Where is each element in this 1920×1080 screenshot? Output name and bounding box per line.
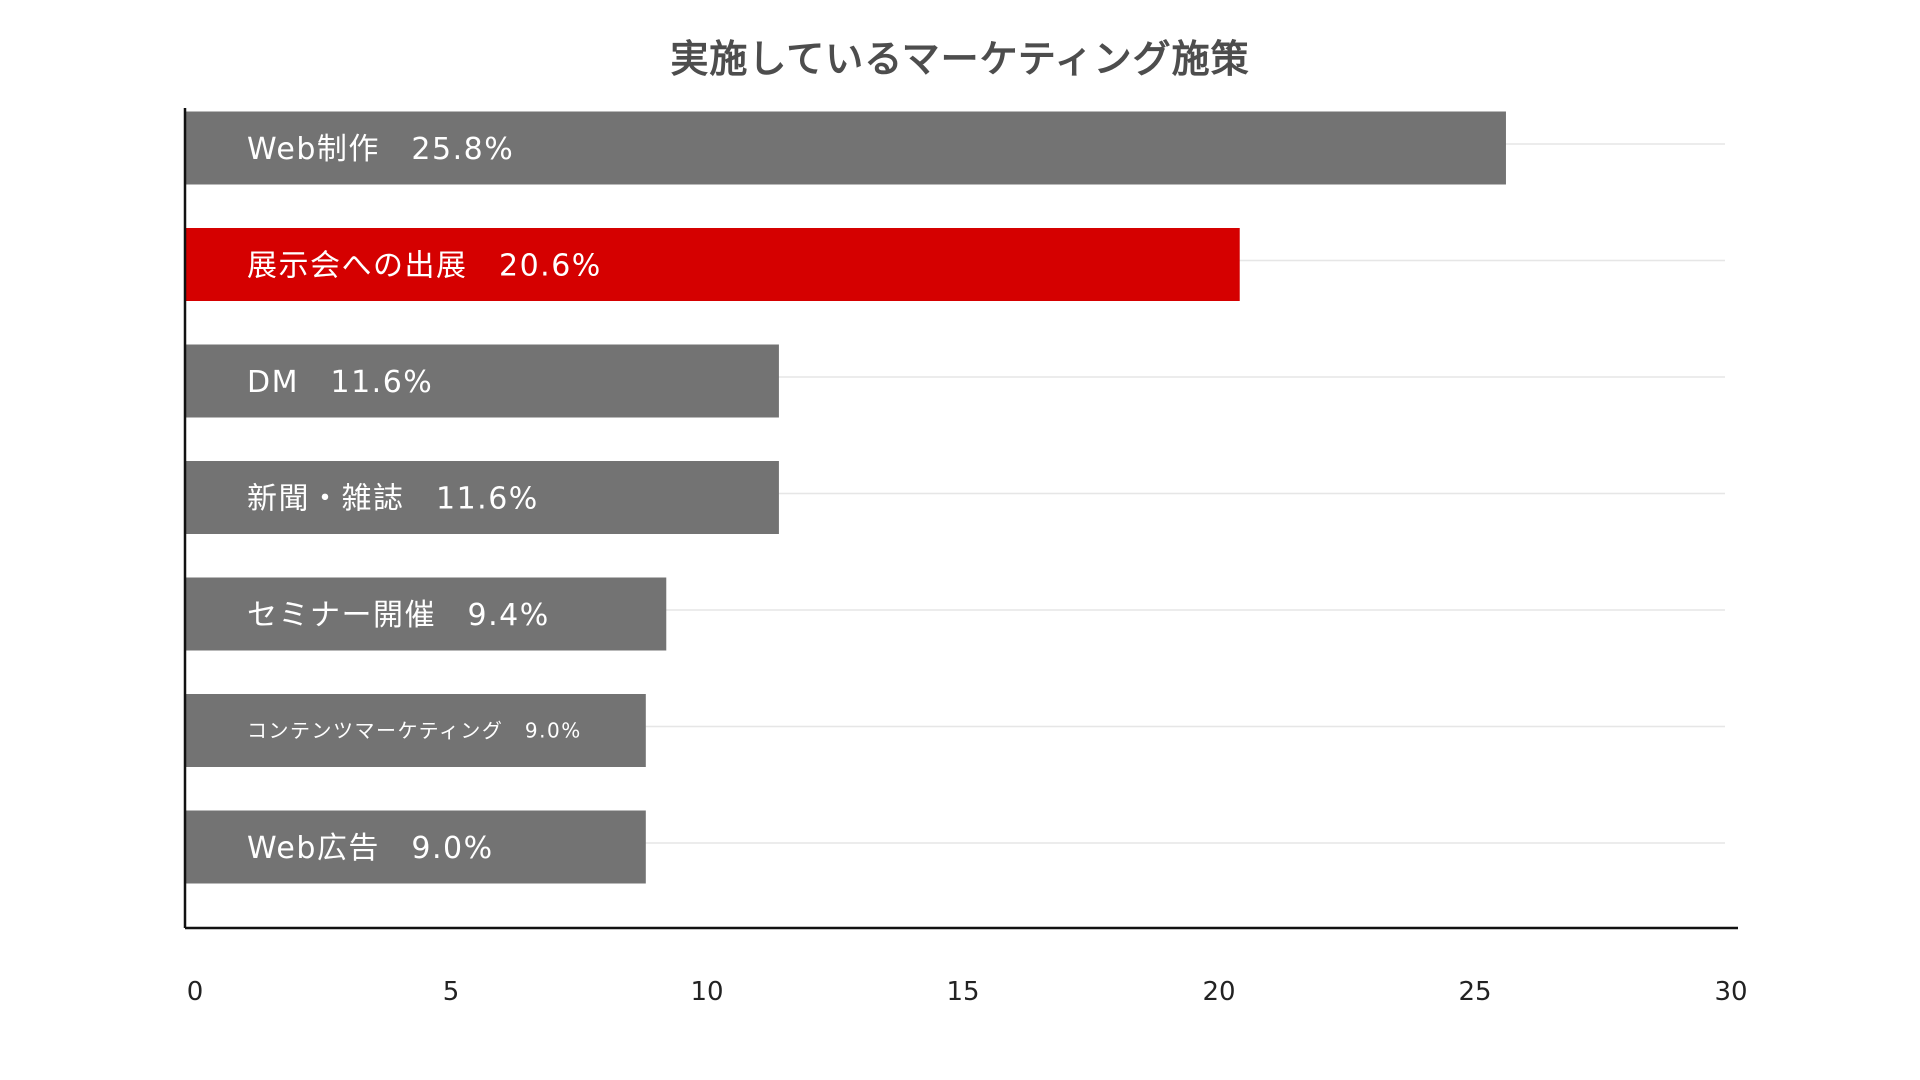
x-tick-label: 15 [946, 977, 979, 1007]
bar-value-label: 新聞・雑誌 11.6% [247, 481, 539, 516]
bar [185, 577, 667, 651]
bar [185, 344, 779, 418]
bar-value-label: コンテンツマーケティング 9.0% [247, 719, 582, 743]
bar-value-label: Web広告 9.0% [247, 831, 494, 866]
x-tick-label: 25 [1458, 977, 1491, 1007]
bar-value-label: Web制作 25.8% [247, 132, 514, 167]
x-tick-label: 10 [690, 977, 723, 1007]
x-tick-label: 20 [1202, 977, 1235, 1007]
bar-value-label: セミナー開催 9.4% [247, 598, 550, 633]
bar [185, 111, 1506, 185]
bar-value-label: 展示会への出展 20.6% [247, 248, 602, 283]
bar [185, 810, 646, 884]
bar [185, 228, 1240, 301]
chart-title: 実施しているマーケティング施策 [670, 37, 1250, 81]
x-tick-label: 5 [443, 977, 460, 1007]
bar [185, 461, 779, 534]
bar [185, 694, 646, 767]
x-tick-label: 0 [187, 977, 204, 1007]
x-tick-label: 30 [1714, 977, 1747, 1007]
bar-value-label: DM 11.6% [247, 365, 433, 400]
